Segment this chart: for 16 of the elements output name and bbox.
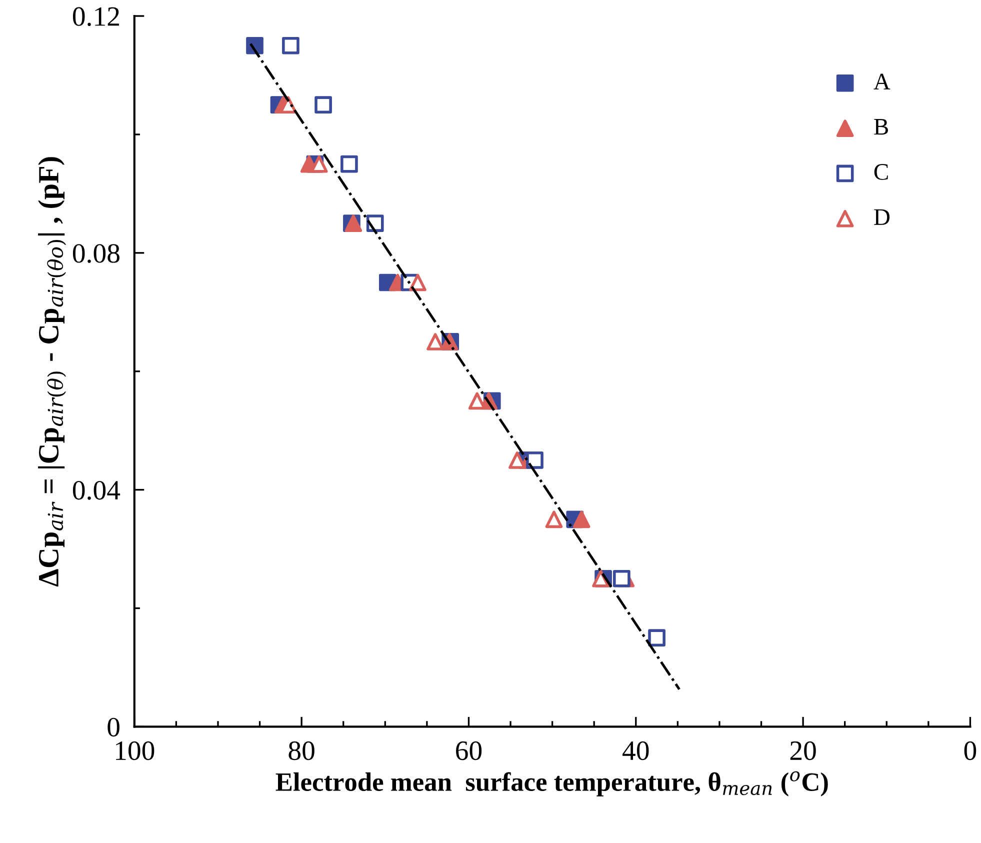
x-tick-label: 80	[288, 741, 314, 760]
y-axis-title: ΔCp$_{air}$ = |Cp$_{air(θ)}$ - Cp$_{air(θo)}$| , (pF)	[38, 157, 66, 586]
y-tick-label: 0.08	[72, 244, 120, 263]
y-tick-label: 0.12	[72, 7, 119, 26]
x-tick-label: 40	[622, 741, 649, 760]
x-tick-label: 0	[964, 741, 976, 760]
legend-label: B	[874, 119, 888, 135]
x-tick-label: 60	[456, 741, 482, 760]
y-tick-label: 0	[108, 718, 120, 737]
legend-label: C	[874, 164, 888, 180]
x-tick-label: 100	[116, 741, 154, 760]
x-axis-title: Electrode mean surface temperature, θ$_{mean}$ ($^{o}$C)	[276, 771, 828, 796]
y-tick-label: 0.04	[72, 480, 120, 500]
legend-label: A	[874, 74, 890, 90]
x-tick-label: 20	[790, 741, 816, 760]
legend-label: D	[874, 209, 890, 225]
